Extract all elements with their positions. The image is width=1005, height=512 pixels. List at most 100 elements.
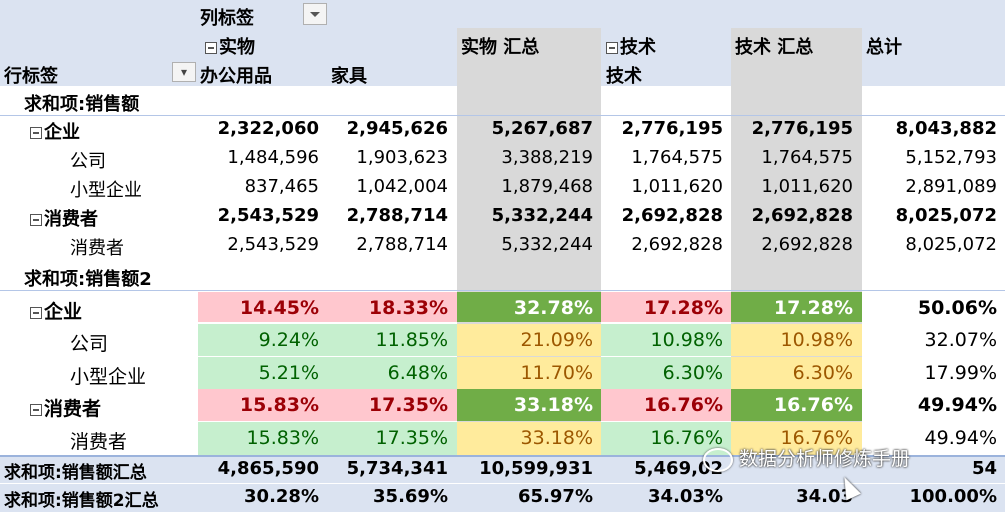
table-cell: 1,011,620 [631,176,723,197]
row-label[interactable]: 小型企业 [70,180,142,201]
table-cell: 2,692,828 [631,234,723,255]
conditional-format-cell [198,292,328,322]
group-jishu[interactable]: 技术 [606,33,656,59]
table-cell: 2,543,529 [217,205,319,226]
total-cell: 34.03% [648,486,723,507]
table-cell: 10.98% [650,329,723,351]
table-cell: 1,484,596 [227,147,319,168]
table-cell: 17.28% [643,297,723,319]
conditional-format-cell [731,422,862,455]
table-cell: 1,903,623 [356,147,448,168]
total-cell: 54 [971,458,997,479]
total-cell: 30.28% [244,486,319,507]
conditional-format-cell [198,389,328,421]
row-label[interactable]: 消费者 [30,205,98,231]
section-sales2-title: 求和项:销售额2 [24,269,152,290]
row-filter-icon[interactable]: ▾ [172,62,196,82]
table-cell: 11.70% [520,362,593,384]
table-cell: 15.83% [246,427,319,449]
conditional-format-cell [328,324,457,356]
collapse-icon[interactable] [30,306,42,319]
table-cell: 8,025,072 [895,205,997,226]
collapse-icon[interactable] [30,403,42,416]
table-cell: 2,776,195 [621,118,723,139]
conditional-format-cell [328,357,457,389]
table-cell: 837,465 [244,176,319,197]
row-label-text: 消费者 [44,398,102,420]
conditional-format-cell [457,422,601,455]
totals-bg [0,456,1005,512]
table-cell: 2,322,060 [217,118,319,139]
conditional-format-cell [328,422,457,455]
conditional-format-cell [457,357,601,389]
table-cell: 49.94% [924,427,997,449]
total-cell: 5,469,02 [634,458,723,479]
table-cell: 6.30% [792,362,853,384]
section-sales-title: 求和项:销售额 [24,94,140,115]
collapse-icon[interactable] [30,127,42,139]
conditional-format-cell [328,389,457,421]
table-cell: 17.99% [924,362,997,384]
row-label[interactable]: 小型企业 [70,366,147,388]
table-cell: 15.83% [239,394,319,416]
table-cell: 2,891,089 [905,176,997,197]
column-filter-dropdown[interactable] [303,3,327,25]
conditional-format-cell [198,357,328,389]
total-cell: 100.00% [909,486,998,507]
table-cell: 5,332,244 [501,234,593,255]
table-cell: 2,776,195 [751,118,853,139]
conditional-format-cell [601,324,731,356]
conditional-format-cell [731,324,862,356]
collapse-icon[interactable] [30,214,42,226]
col-grand-total: 总计 [866,37,902,58]
row-label[interactable]: 公司 [70,151,106,172]
row-label[interactable]: 消费者 [70,238,124,259]
table-cell: 33.18% [520,427,593,449]
section-divider [0,115,1005,116]
conditional-format-cell [601,292,731,322]
table-cell: 14.45% [239,297,319,319]
table-cell: 2,543,529 [227,234,319,255]
row-label-text: 消费者 [44,209,98,230]
wechat-icon [703,447,733,472]
total-cell: 34.03 [796,486,853,507]
table-cell: 11.85% [375,329,448,351]
group-shiwu[interactable]: 实物 [205,33,255,59]
total-cell: 4,865,590 [217,458,319,479]
table-cell: 50.06% [917,297,997,319]
table-cell: 5,332,244 [491,205,593,226]
row-label[interactable]: 企业 [30,118,80,144]
table-cell: 3,388,219 [501,147,593,168]
table-cell: 2,692,828 [751,205,853,226]
row-label[interactable]: 公司 [70,333,109,355]
total-row-label: 求和项:销售额2汇总 [4,491,159,511]
table-cell: 5,267,687 [491,118,593,139]
table-cell: 21.09% [520,329,593,351]
totals-top-border [0,455,1005,457]
table-cell: 16.76% [650,427,723,449]
table-cell: 2,788,714 [356,234,448,255]
table-cell: 32.07% [924,329,997,351]
table-cell: 5.21% [258,362,319,384]
row-label[interactable]: 消费者 [30,394,101,421]
row-label[interactable]: 企业 [30,297,82,324]
collapse-icon[interactable] [205,42,217,54]
row-label-text: 企业 [44,301,83,323]
collapse-icon[interactable] [606,42,618,54]
row-labels-header: 行标签 [4,66,58,87]
table-cell: 2,692,828 [621,205,723,226]
table-cell: 6.30% [662,362,723,384]
table-cell: 32.78% [513,297,593,319]
row-label[interactable]: 消费者 [70,431,128,453]
col-jishu-sub: 技术 [606,66,642,87]
conditional-format-cell [198,422,328,455]
table-cell: 16.76% [773,394,853,416]
table-cell: 1,764,575 [631,147,723,168]
table-cell: 10.98% [780,329,853,351]
totals-divider [0,483,1005,484]
table-cell: 2,692,828 [761,234,853,255]
conditional-format-cell [457,292,601,322]
conditional-format-cell [198,324,328,356]
col-jishu-total: 技术 汇总 [735,37,814,58]
col-shiwu-total: 实物 汇总 [461,37,540,58]
